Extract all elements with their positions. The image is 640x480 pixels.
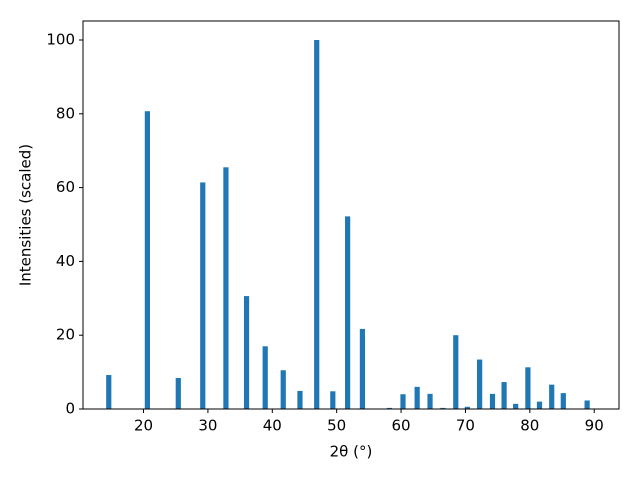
x-tick-label: 40: [263, 417, 282, 435]
bar: [584, 400, 590, 409]
x-tick-label: 60: [392, 417, 411, 435]
bar: [262, 346, 268, 409]
bar: [200, 182, 206, 409]
bar: [144, 111, 150, 409]
x-tick-label: 20: [134, 417, 153, 435]
bar: [243, 296, 250, 409]
bar: [477, 359, 483, 409]
y-tick-label: 100: [46, 31, 75, 49]
y-tick-label: 20: [56, 326, 75, 344]
bar: [314, 40, 320, 410]
plot-area: [83, 21, 619, 409]
y-tick-label: 80: [56, 104, 75, 122]
bar: [330, 391, 336, 409]
bar: [440, 407, 446, 409]
bar: [427, 393, 433, 409]
bar: [453, 335, 459, 409]
y-tick-label: 40: [56, 252, 75, 270]
bar: [549, 384, 555, 409]
y-axis-label: Intensities (scaled): [17, 144, 35, 286]
x-tick-label: 70: [456, 417, 475, 435]
x-tick-label: 90: [585, 417, 604, 435]
bar: [489, 393, 496, 409]
bar: [106, 375, 112, 409]
bar: [560, 393, 566, 409]
axes-frame: [82, 20, 620, 410]
bar: [464, 406, 470, 409]
bar: [175, 378, 181, 409]
bar: [414, 386, 420, 409]
x-tick-label: 30: [198, 417, 217, 435]
x-tick-label: 80: [520, 417, 539, 435]
bar: [280, 370, 286, 409]
bar: [400, 394, 406, 409]
y-tick-label: 60: [56, 178, 75, 196]
bar: [223, 167, 229, 409]
bar: [345, 216, 351, 409]
bar: [386, 407, 393, 409]
bar: [297, 390, 303, 409]
bar: [536, 401, 543, 409]
x-tick-label: 50: [327, 417, 346, 435]
y-tick-label: 0: [65, 400, 75, 418]
bar: [501, 382, 507, 409]
bar: [513, 403, 519, 409]
bar: [359, 328, 366, 409]
x-axis-label: 2θ (°): [330, 443, 373, 461]
bar: [525, 367, 531, 409]
